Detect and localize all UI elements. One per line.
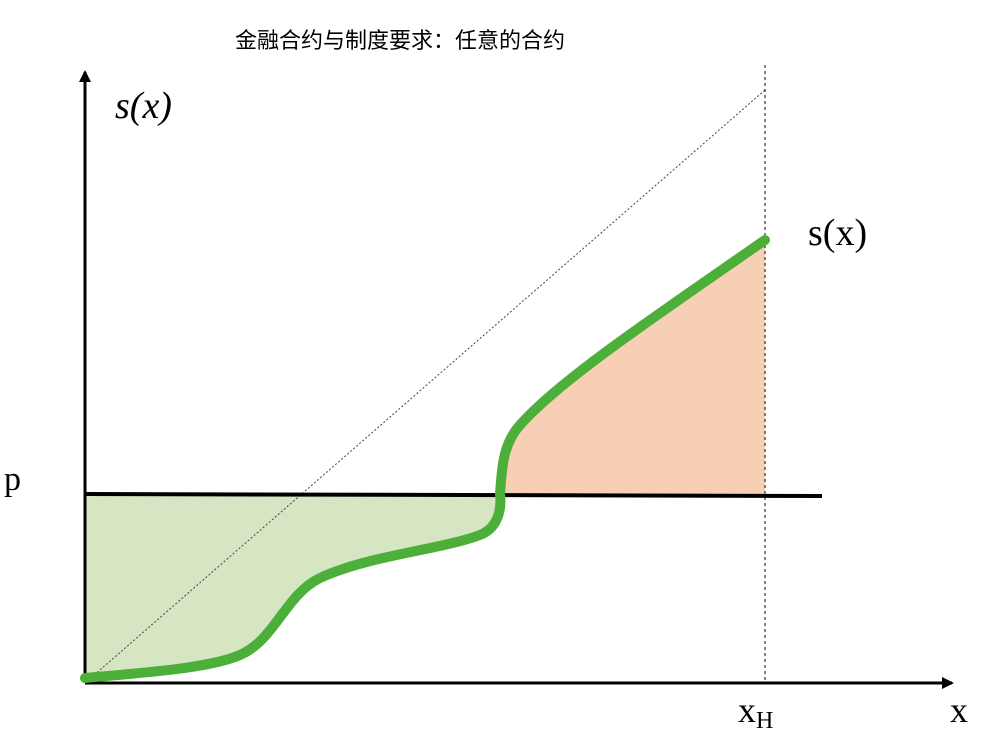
curve bbox=[80, 235, 770, 683]
y-axis-label: s(x) bbox=[115, 85, 172, 127]
x-high-subscript: H bbox=[756, 708, 773, 734]
curve-label: s(x) bbox=[808, 212, 867, 254]
price-line bbox=[84, 492, 823, 498]
loss-area bbox=[85, 494, 501, 678]
x-high-base: x bbox=[738, 690, 756, 730]
x-high-label: xH bbox=[738, 690, 773, 734]
title: 金融合约与制度要求：任意的合约 bbox=[235, 29, 565, 54]
gain-area bbox=[500, 240, 765, 494]
price-label: p bbox=[4, 461, 21, 498]
x-axis-label: x bbox=[950, 690, 968, 730]
